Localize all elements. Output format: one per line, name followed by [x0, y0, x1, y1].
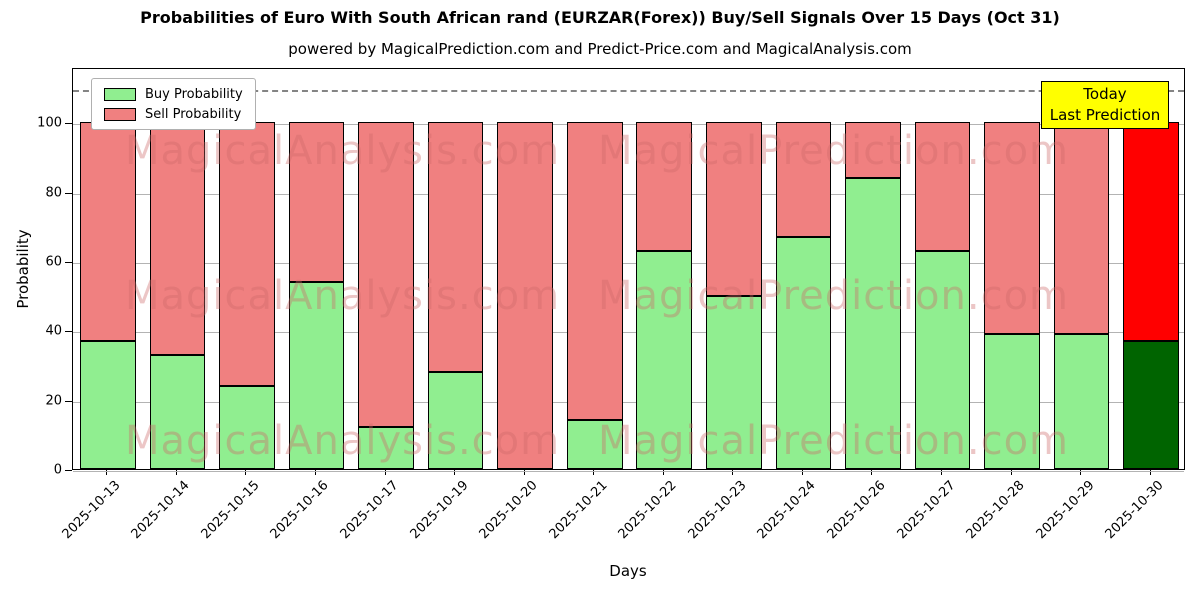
legend: Buy Probability Sell Probability — [91, 78, 256, 130]
gridline — [73, 263, 1184, 265]
y-tick-label: 80 — [45, 185, 62, 201]
bar-sell-segment — [149, 122, 206, 355]
x-tick-mark — [454, 470, 456, 475]
today-annotation: Today Last Prediction — [1041, 81, 1169, 129]
bar-buy-segment — [706, 295, 762, 469]
bar-sell-segment — [984, 122, 1040, 334]
bar-sell-segment — [845, 122, 901, 178]
buy-swatch-icon — [104, 87, 136, 101]
bar-buy-segment — [288, 281, 345, 469]
bar-buy-segment — [845, 177, 901, 469]
gridline — [73, 471, 1184, 472]
x-tick-mark — [941, 470, 943, 475]
x-axis-label: Days — [609, 562, 647, 580]
bar-sell-segment — [914, 122, 971, 251]
bar-buy-segment — [1123, 340, 1180, 469]
legend-buy-label: Buy Probability — [145, 86, 243, 102]
bar-buy-segment — [914, 250, 971, 469]
gridline — [73, 401, 1184, 403]
bar-sell-segment — [427, 122, 484, 372]
bar-buy-segment — [984, 333, 1040, 469]
y-tick-label: 100 — [37, 115, 62, 131]
bar-sell-segment — [219, 122, 275, 386]
y-tick-mark — [65, 262, 72, 264]
bar-sell-segment — [358, 122, 414, 428]
bar-sell-segment — [497, 122, 553, 469]
y-tick-mark — [65, 470, 72, 471]
x-tick-label: 2025-10-13 — [59, 478, 124, 543]
legend-row-sell: Sell Probability — [104, 104, 243, 124]
legend-sell-label: Sell Probability — [145, 106, 242, 122]
x-tick-mark — [1010, 470, 1012, 475]
chart-title: Probabilities of Euro With South African… — [140, 8, 1060, 27]
dashed-threshold-line — [73, 89, 1184, 92]
bar-buy-segment — [358, 427, 414, 469]
gridline — [73, 332, 1184, 334]
bar-buy-segment — [775, 236, 832, 469]
chart-subtitle: powered by MagicalPrediction.com and Pre… — [288, 40, 912, 58]
y-tick-label: 20 — [45, 393, 62, 409]
x-tick-mark — [384, 470, 386, 475]
x-tick-mark — [245, 470, 247, 475]
today-annotation-line2: Last Prediction — [1049, 106, 1161, 124]
x-tick-mark — [175, 470, 177, 475]
x-tick-mark — [593, 470, 595, 475]
bar-sell-segment — [79, 122, 136, 341]
bar-sell-segment — [636, 122, 693, 251]
x-tick-mark — [106, 470, 108, 475]
x-tick-mark — [732, 470, 734, 475]
bar-sell-segment — [1123, 122, 1180, 341]
sell-swatch-icon — [104, 107, 136, 121]
bar-buy-segment — [79, 340, 136, 469]
gridline — [73, 193, 1184, 195]
bar-buy-segment — [427, 371, 484, 469]
y-tick-label: 0 — [53, 462, 62, 478]
x-tick-mark — [871, 470, 873, 475]
x-tick-mark — [1149, 470, 1151, 475]
x-tick-mark — [801, 470, 803, 475]
bar-sell-segment — [566, 122, 623, 421]
bar-sell-segment — [775, 122, 832, 237]
y-tick-mark — [65, 192, 72, 194]
y-tick-label: 60 — [45, 254, 62, 270]
y-tick-label: 40 — [45, 323, 62, 339]
x-tick-mark — [1080, 470, 1082, 475]
x-tick-mark — [662, 470, 664, 475]
today-annotation-line1: Today — [1083, 85, 1127, 103]
gridline — [73, 124, 1184, 126]
y-tick-mark — [65, 400, 72, 402]
bar-sell-segment — [288, 122, 345, 282]
bar-buy-segment — [636, 250, 693, 469]
y-tick-mark — [65, 331, 72, 333]
y-tick-mark — [65, 123, 72, 125]
plot-area: Buy Probability Sell Probability Today L… — [72, 68, 1185, 472]
bar-buy-segment — [1053, 333, 1110, 469]
legend-row-buy: Buy Probability — [104, 84, 243, 104]
bar-sell-segment — [706, 122, 762, 296]
bar-buy-segment — [566, 420, 623, 469]
x-tick-mark — [314, 470, 316, 475]
bar-buy-segment — [219, 385, 275, 469]
x-tick-mark — [523, 470, 525, 475]
bar-buy-segment — [149, 354, 206, 469]
bar-sell-segment — [1053, 122, 1110, 334]
